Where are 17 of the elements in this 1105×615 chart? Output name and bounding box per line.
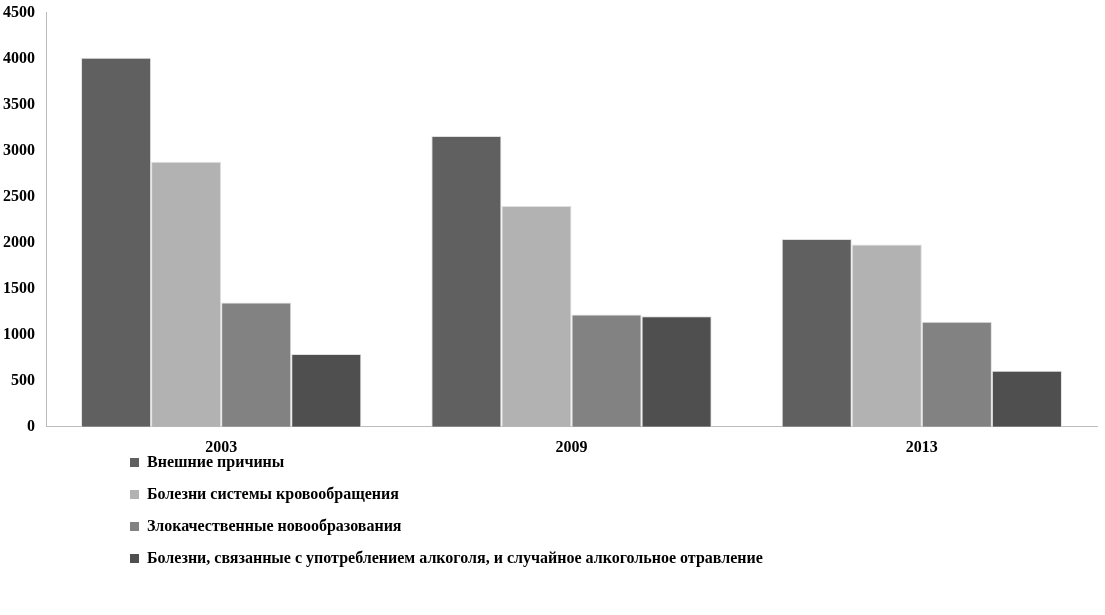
x-tick-label: 2013 xyxy=(905,437,938,455)
legend-label: Болезни системы кровообращения xyxy=(147,485,399,503)
y-tick-label: 1000 xyxy=(3,324,35,342)
y-tick-label: 4000 xyxy=(3,48,35,66)
legend-label: Внешние причины xyxy=(147,453,285,471)
legend-label: Злокачественные новообразования xyxy=(147,517,402,535)
x-tick-label: 2003 xyxy=(205,437,238,455)
y-tick-label: 3500 xyxy=(3,94,35,112)
y-tick-label: 2500 xyxy=(3,186,35,204)
y-tick-label: 500 xyxy=(11,370,35,388)
x-tick-label: 2009 xyxy=(555,437,588,455)
y-tick-label: 4500 xyxy=(3,2,35,20)
y-tick-label: 0 xyxy=(27,416,35,434)
legend-label: Болезни, связанные с употреблением алкоголя, и случайное алкогольное отравление xyxy=(147,549,763,567)
y-tick-label: 2000 xyxy=(3,232,35,250)
y-tick-label: 1500 xyxy=(3,278,35,296)
y-tick-label: 3000 xyxy=(3,140,35,158)
